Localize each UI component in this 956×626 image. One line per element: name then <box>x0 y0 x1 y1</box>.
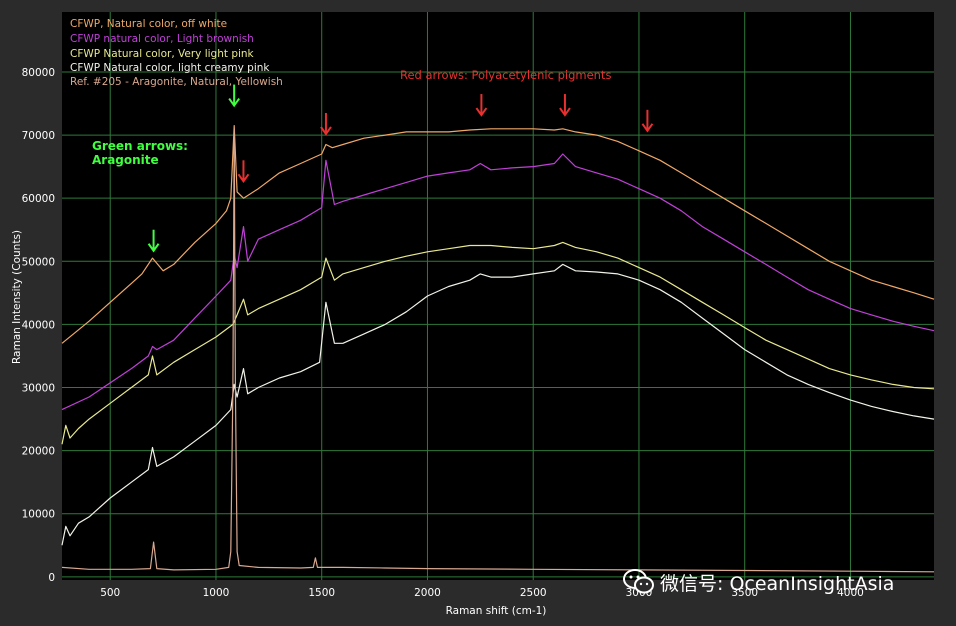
arrow-head <box>147 243 160 253</box>
annotation-green-line1: Green arrows: <box>92 139 188 153</box>
arrow-marker <box>237 160 250 184</box>
arrow-head <box>237 173 250 184</box>
arrow-head <box>475 107 488 117</box>
series-line <box>61 124 935 344</box>
x-tick-label: 2500 <box>520 587 547 599</box>
x-tick-label: 1500 <box>308 587 335 599</box>
x-axis-label: Raman shift (cm-1) <box>446 605 547 617</box>
series-line <box>61 263 935 546</box>
arrow-marker <box>641 109 654 133</box>
y-tick-label: 80000 <box>22 67 55 79</box>
legend: CFWP, Natural color, off white CFWP natu… <box>70 18 283 88</box>
legend-entry: CFWP natural color, Light brownish <box>70 33 254 45</box>
y-tick-label: 20000 <box>22 446 55 458</box>
arrow-head <box>320 126 332 136</box>
y-tick-label: 70000 <box>22 130 55 142</box>
legend-entry: CFWP, Natural color, off white <box>70 18 227 30</box>
legend-entry: Ref. #205 - Aragonite, Natural, Yellowis… <box>70 76 283 88</box>
arrow-marker <box>228 84 240 108</box>
arrow-marker <box>475 94 488 117</box>
x-tick-label: 2000 <box>414 587 441 599</box>
annotation-red: Red arrows: Polyacetylenic pigments <box>400 68 611 82</box>
y-tick-label: 40000 <box>22 319 55 331</box>
y-axis-ticks: 0 10000 20000 30000 40000 50000 60000 70000 8000… <box>22 67 55 584</box>
y-tick-label: 50000 <box>22 256 55 268</box>
series-lines <box>61 124 935 573</box>
legend-entry: CFWP Natural color, Very light pink <box>70 48 255 60</box>
arrow-marker <box>320 112 332 136</box>
x-tick-label: 4000 <box>837 587 864 599</box>
series-line <box>61 153 935 411</box>
watermark: 微信号: OceanInsightAsia <box>622 566 894 598</box>
x-tick-label: 1000 <box>203 587 230 599</box>
y-tick-label: 60000 <box>22 193 55 205</box>
series-line <box>61 128 935 573</box>
series-line <box>61 241 935 445</box>
x-tick-label: 3500 <box>731 587 758 599</box>
plot-background <box>62 12 934 580</box>
y-axis-label: Raman Intensity (Counts) <box>11 230 23 364</box>
wechat-icon <box>623 569 654 594</box>
watermark-text: 微信号: OceanInsightAsia <box>660 572 895 595</box>
arrow-marker <box>147 229 160 253</box>
legend-entry: CFWP Natural color, light creamy pink <box>70 62 270 74</box>
arrow-head <box>641 123 654 133</box>
arrow-marker <box>559 94 571 117</box>
y-tick-label: 30000 <box>22 383 55 395</box>
arrow-markers <box>147 84 654 253</box>
annotation-green-line2: Aragonite <box>92 153 159 167</box>
arrow-head <box>559 107 571 117</box>
arrow-head <box>228 97 240 108</box>
y-tick-label: 10000 <box>22 509 55 521</box>
y-tick-label: 0 <box>48 572 55 584</box>
x-tick-label: 500 <box>100 587 120 599</box>
